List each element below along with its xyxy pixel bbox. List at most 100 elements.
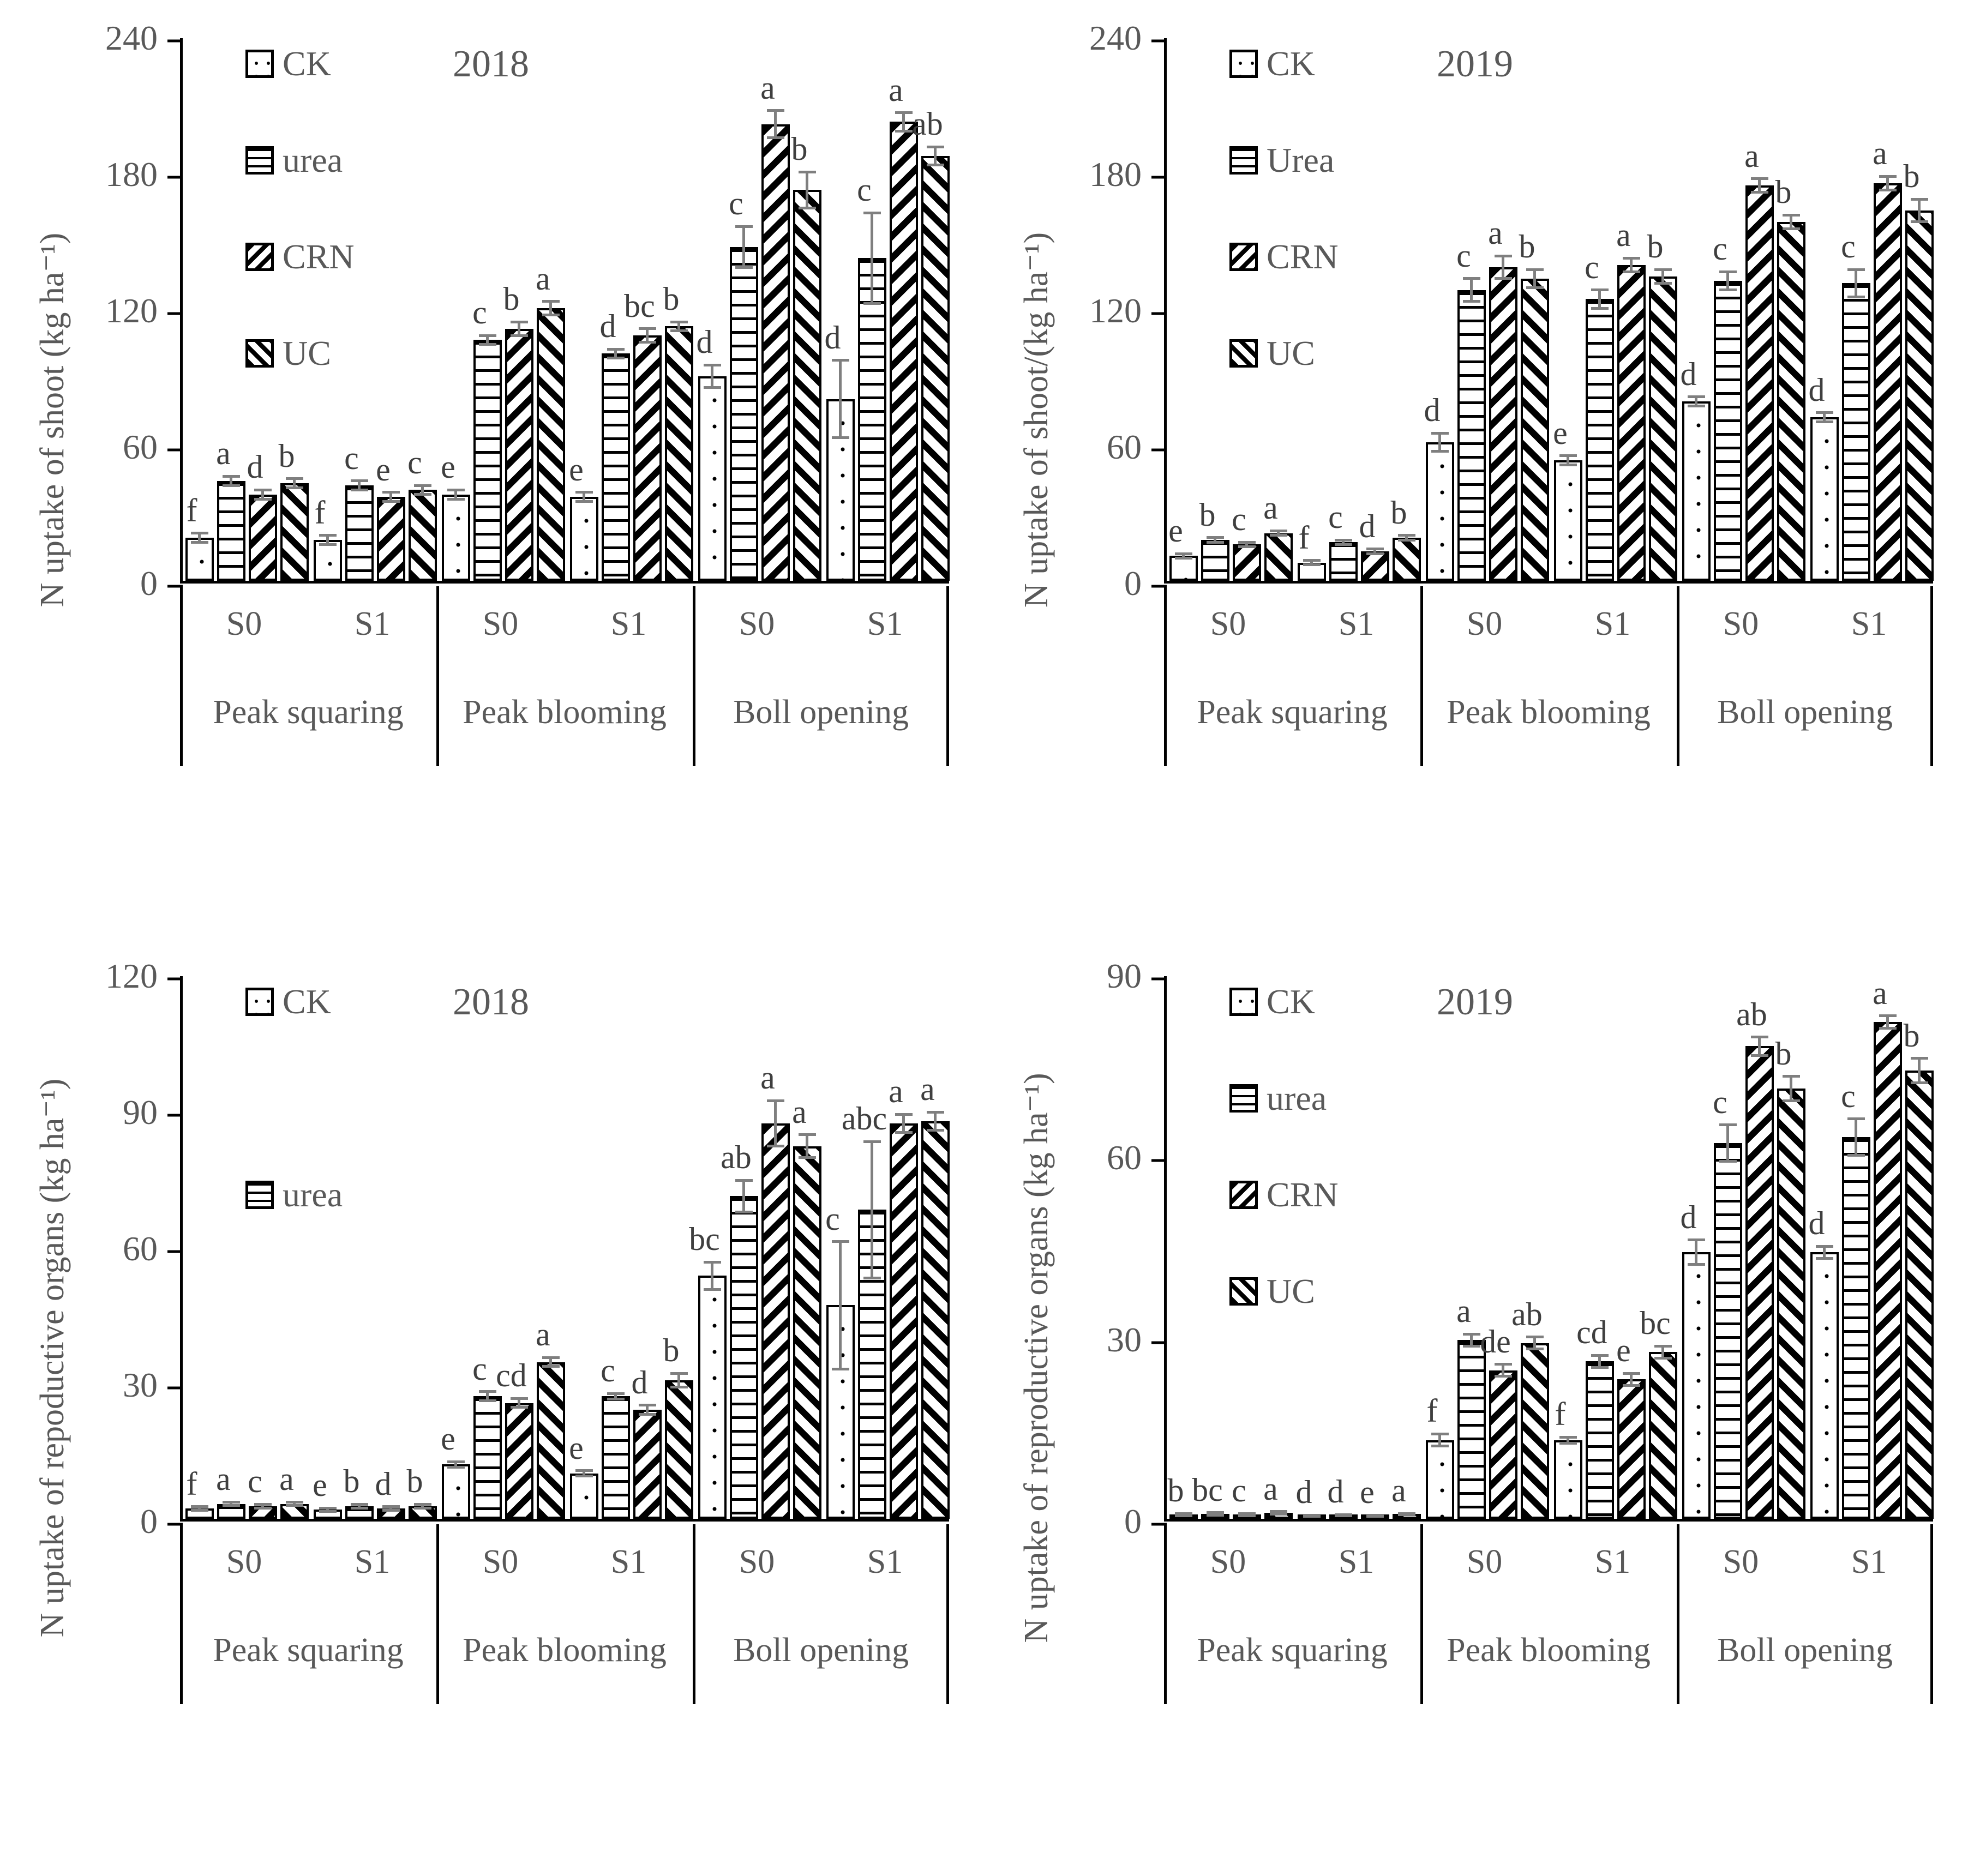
stage-divider	[180, 1524, 183, 1704]
y-tick	[1151, 39, 1167, 43]
significance-letter: c	[1232, 1472, 1246, 1508]
y-tick	[167, 1250, 183, 1253]
bar-UC-S1-5	[1905, 1070, 1934, 1519]
error-bar-cap	[1366, 548, 1384, 551]
error-bar-cap	[510, 320, 528, 323]
error-bar-cap	[542, 300, 560, 303]
error-bar	[1502, 256, 1504, 279]
significance-letter: bc	[1192, 1471, 1223, 1508]
error-bar-cap	[1526, 286, 1544, 289]
error-bar-cap	[1334, 1513, 1352, 1516]
significance-letter: b	[1390, 494, 1407, 531]
y-tick-label: 0	[140, 1502, 158, 1541]
error-bar-cap	[1269, 1512, 1287, 1516]
stage-divider	[1164, 1524, 1167, 1704]
error-bar-cap	[1334, 543, 1352, 546]
error-bar	[421, 1504, 424, 1508]
error-bar	[614, 1393, 617, 1399]
legend-label: CK	[1267, 44, 1315, 83]
significance-letter: a	[760, 1060, 775, 1096]
error-bar-cap	[895, 1131, 913, 1134]
error-bar	[1245, 542, 1248, 547]
y-tick	[167, 1114, 183, 1117]
significance-letter: f	[1298, 519, 1310, 556]
error-bar-cap	[926, 145, 944, 148]
error-bar	[1470, 278, 1473, 302]
error-bar-cap	[1719, 1123, 1737, 1127]
error-bar-cap	[319, 543, 337, 546]
error-bar-cap	[1654, 1344, 1672, 1348]
error-bar	[1695, 1240, 1697, 1265]
legend-marker-urea	[245, 1181, 274, 1209]
error-bar-cap	[1238, 1512, 1256, 1515]
significance-letter: a	[920, 1071, 935, 1108]
error-bar-cap	[638, 341, 656, 344]
error-bar-cap	[1847, 1153, 1865, 1157]
error-bar-cap	[1494, 277, 1512, 280]
error-bar-cap	[1750, 177, 1768, 180]
error-bar-cap	[285, 1500, 303, 1504]
error-bar-cap	[1879, 188, 1897, 191]
error-bar-cap	[670, 320, 688, 323]
error-bar-cap	[1879, 1026, 1897, 1030]
significance-letter: d	[631, 1364, 648, 1400]
bar-CK-S0-2	[441, 494, 470, 581]
error-bar-cap	[510, 1397, 528, 1400]
plot-area: 0 60 120 180 240 f f e e d d a c c d c c d e b bc a a b c a b b ab	[105, 19, 950, 603]
error-bar	[774, 110, 777, 138]
significance-letter: b	[1519, 229, 1535, 265]
error-bar	[1438, 1434, 1441, 1446]
legend-item: CK	[1229, 44, 1315, 83]
legend-item: urea	[245, 141, 343, 179]
error-bar	[1342, 540, 1345, 545]
error-bar	[198, 533, 201, 543]
significance-letter: d	[1680, 356, 1697, 392]
y-tick-label: 0	[140, 564, 158, 603]
significance-letter: a	[889, 1073, 903, 1110]
error-bar-cap	[766, 109, 784, 112]
error-bar-cap	[190, 1508, 208, 1512]
significance-letter: b	[1775, 1035, 1792, 1072]
error-bar-cap	[1397, 538, 1415, 542]
error-bar-cap	[1622, 1372, 1640, 1375]
legend-label: UC	[283, 334, 331, 372]
significance-letter: b	[663, 281, 680, 317]
error-bar-cap	[1526, 268, 1544, 271]
error-bar-cap	[478, 1390, 496, 1393]
bar-UC-S0-0	[1264, 533, 1293, 581]
error-bar	[389, 1506, 392, 1511]
error-bar-cap	[413, 493, 431, 496]
legend-item: urea	[245, 1175, 343, 1214]
stage-divider	[1420, 586, 1423, 766]
error-bar	[646, 328, 649, 342]
error-bar	[549, 1357, 552, 1367]
y-tick-label: 120	[1089, 291, 1142, 330]
error-bar-cap	[1431, 431, 1449, 435]
error-bar-cap	[895, 111, 913, 115]
bar-UC-S0-2	[536, 1362, 565, 1519]
error-bar-cap	[670, 1372, 688, 1375]
legend-marker-CRN	[1229, 1181, 1258, 1209]
significance-letter: e	[569, 451, 584, 488]
bar-UC-S1-1	[1392, 537, 1421, 581]
bar-CRN-S0-0	[248, 494, 277, 581]
significance-letter: b	[1167, 1472, 1184, 1508]
chart-panel-reproductive-2018: N uptake of repoductive organs (kg ha⁻¹)…	[0, 938, 984, 1876]
error-bar-cap	[1559, 1441, 1577, 1445]
bar-CRN-S1-5	[1873, 183, 1902, 581]
error-bar	[1567, 455, 1569, 465]
chart-title: 2019	[1437, 43, 1513, 85]
error-bar-cap	[926, 1110, 944, 1114]
error-bar-cap	[447, 1465, 465, 1469]
error-bar	[326, 1508, 329, 1512]
stage-divider	[946, 1524, 949, 1704]
y-tick-label: 60	[123, 1229, 158, 1268]
error-bar-cap	[447, 488, 465, 491]
error-bar-cap	[1494, 1375, 1512, 1378]
error-bar-cap	[1591, 1354, 1609, 1357]
y-tick-label: 60	[123, 428, 158, 466]
error-bar-cap	[413, 484, 431, 487]
legend-label: UC	[1267, 1272, 1315, 1310]
error-bar	[486, 1391, 489, 1401]
legend-marker-urea	[245, 146, 274, 175]
